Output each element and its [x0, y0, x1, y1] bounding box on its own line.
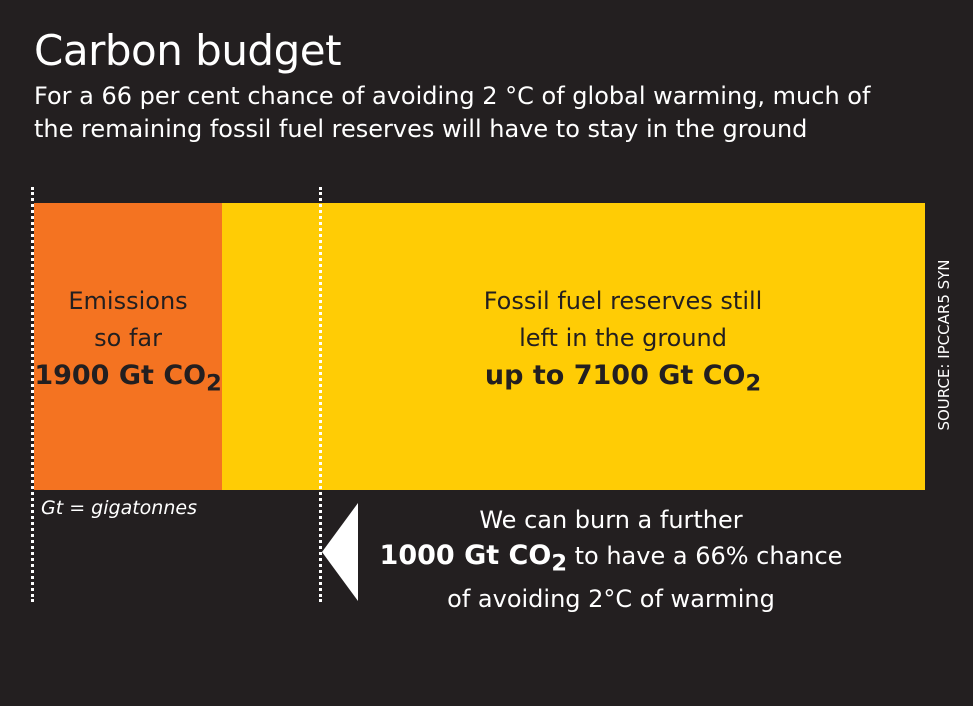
source-credit: SOURCE: IPCCAR5 SYN [935, 259, 953, 431]
emissions-label: Emissions so far 1900 Gt CO2 [24, 283, 232, 402]
reserves-label-line1: Fossil fuel reserves still [483, 287, 763, 315]
budget-callout: We can burn a further 1000 Gt CO2 to hav… [356, 502, 866, 617]
budget-dotted-line [319, 187, 323, 602]
budget-line2: 1000 Gt CO2 to have a 66% chance [379, 540, 843, 577]
left-arrow-icon [322, 503, 358, 601]
budget-line3: of avoiding 2°C of warming [447, 585, 775, 614]
chart-title: Carbon budget [34, 26, 342, 75]
start-dotted-line [31, 187, 34, 602]
budget-line1: We can burn a further [479, 506, 743, 534]
budget-value-label: 1000 Gt CO2 [379, 540, 567, 577]
emissions-label-line1: Emissions [68, 287, 188, 315]
unit-note: Gt = gigatonnes [41, 497, 197, 519]
emissions-label-line2: so far [94, 324, 162, 352]
reserves-label: Fossil fuel reserves still left in the g… [321, 283, 925, 402]
bar-emissions-so-far [34, 203, 223, 490]
reserves-label-line2: left in the ground [519, 324, 727, 352]
chart-subtitle: For a 66 per cent chance of avoiding 2 °… [34, 82, 871, 143]
emissions-value-label: 1900 Gt CO2 [34, 360, 222, 397]
reserves-value-label: up to 7100 Gt CO2 [484, 360, 762, 397]
bar-fossil-fuel-reserves [222, 203, 925, 490]
